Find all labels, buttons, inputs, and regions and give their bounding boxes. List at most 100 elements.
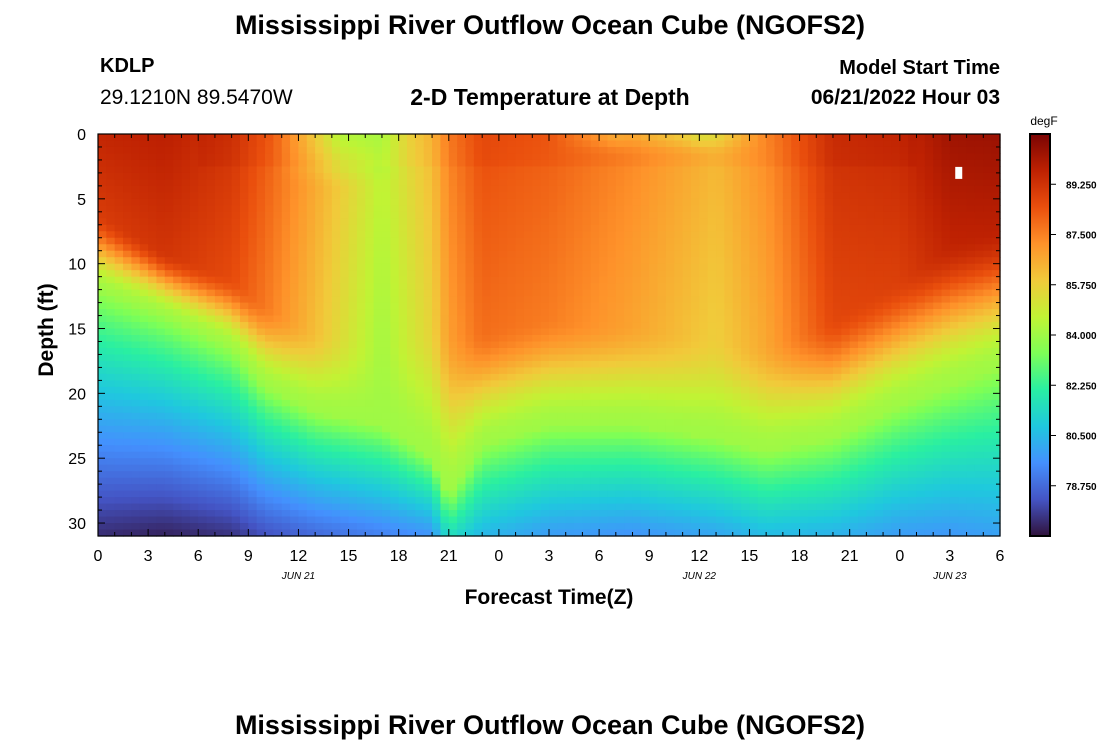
heatmap-cell [574, 367, 584, 375]
heatmap-cell [323, 159, 333, 168]
heatmap-cell [106, 503, 116, 511]
heatmap-cell [164, 335, 174, 343]
heatmap-cell [156, 289, 166, 297]
heatmap-cell [574, 445, 584, 453]
heatmap-cell [432, 146, 442, 155]
heatmap-cell [98, 146, 107, 155]
heatmap-cell [148, 419, 158, 427]
heatmap-cell [323, 140, 333, 148]
heatmap-cell [398, 140, 408, 148]
heatmap-cell [423, 510, 433, 518]
heatmap-cell [549, 328, 558, 336]
heatmap-cell [724, 373, 734, 381]
heatmap-cell [231, 302, 241, 310]
heatmap-cell [265, 335, 274, 343]
heatmap-cell [407, 503, 416, 511]
heatmap-cell [649, 218, 659, 226]
heatmap-cell [540, 172, 550, 180]
heatmap-cell [231, 451, 241, 459]
heatmap-cell [298, 373, 308, 381]
heatmap-cell [498, 484, 508, 492]
heatmap-cell [649, 367, 659, 375]
heatmap-cell [741, 393, 751, 401]
heatmap-cell [465, 458, 475, 466]
heatmap-cell [356, 347, 366, 356]
heatmap-cell [290, 451, 300, 459]
heatmap-cell [340, 302, 350, 310]
heatmap-cell [131, 503, 141, 511]
heatmap-cell [315, 322, 325, 330]
heatmap-cell [482, 386, 492, 394]
heatmap-cell [624, 497, 634, 505]
heatmap-cell [515, 322, 525, 330]
heatmap-cell [298, 438, 308, 446]
heatmap-cell [315, 458, 325, 466]
heatmap-cell [206, 523, 216, 531]
heatmap-cell [515, 296, 525, 304]
heatmap-cell [390, 192, 400, 200]
heatmap-cell [415, 438, 425, 446]
heatmap-cell [106, 360, 116, 369]
heatmap-cell [98, 503, 107, 511]
heatmap-cell [440, 438, 450, 446]
heatmap-cell [98, 341, 107, 349]
heatmap-cell [540, 231, 550, 239]
heatmap-cell [415, 302, 425, 310]
heatmap-cell [173, 257, 183, 265]
heatmap-cell [131, 179, 141, 187]
heatmap-cell [181, 412, 191, 420]
heatmap-cell [139, 516, 149, 524]
heatmap-cell [615, 367, 625, 375]
heatmap-cell [649, 471, 659, 479]
heatmap-cell [574, 490, 584, 498]
heatmap-cell [757, 510, 767, 518]
heatmap-cell [248, 302, 258, 310]
heatmap-cell [582, 218, 592, 226]
heatmap-cell [390, 458, 400, 466]
heatmap-cell [523, 185, 533, 193]
heatmap-cell [657, 341, 667, 349]
heatmap-cell [665, 218, 675, 226]
heatmap-cell [423, 328, 433, 336]
heatmap-cell [381, 341, 391, 349]
heatmap-cell [457, 153, 467, 161]
heatmap-cell [365, 393, 375, 401]
heatmap-cell [181, 406, 191, 414]
heatmap-cell [657, 166, 667, 174]
heatmap-cell [298, 471, 308, 479]
heatmap-cell [365, 231, 375, 239]
heatmap-cell [607, 250, 617, 258]
heatmap-cell [482, 451, 492, 459]
heatmap-cell [214, 250, 224, 258]
heatmap-cell [690, 198, 700, 206]
heatmap-cell [373, 399, 383, 407]
heatmap-cell [507, 257, 517, 265]
heatmap-cell [665, 451, 675, 459]
heatmap-cell [599, 360, 609, 369]
heatmap-cell [331, 309, 341, 317]
heatmap-cell [607, 296, 617, 304]
heatmap-cell [290, 185, 300, 193]
heatmap-cell [498, 464, 508, 472]
heatmap-cell [415, 425, 425, 433]
heatmap-cell [557, 231, 567, 239]
heatmap-cell [532, 231, 542, 239]
heatmap-cell [690, 503, 700, 511]
heatmap-cell [448, 354, 458, 362]
heatmap-cell [507, 529, 517, 537]
heatmap-cell [716, 205, 725, 213]
heatmap-cell [348, 445, 358, 453]
heatmap-cell [390, 218, 400, 226]
heatmap-cell [407, 484, 416, 492]
heatmap-cell [707, 497, 717, 505]
heatmap-cell [290, 425, 300, 433]
heatmap-cell [348, 276, 358, 284]
heatmap-cell [231, 497, 241, 505]
heatmap-cell [173, 335, 183, 343]
heatmap-cell [498, 341, 508, 349]
heatmap-cell [640, 322, 650, 330]
heatmap-cell [407, 205, 416, 213]
heatmap-cell [582, 412, 592, 420]
heatmap-cell [741, 244, 751, 252]
heatmap-cell [557, 192, 567, 200]
